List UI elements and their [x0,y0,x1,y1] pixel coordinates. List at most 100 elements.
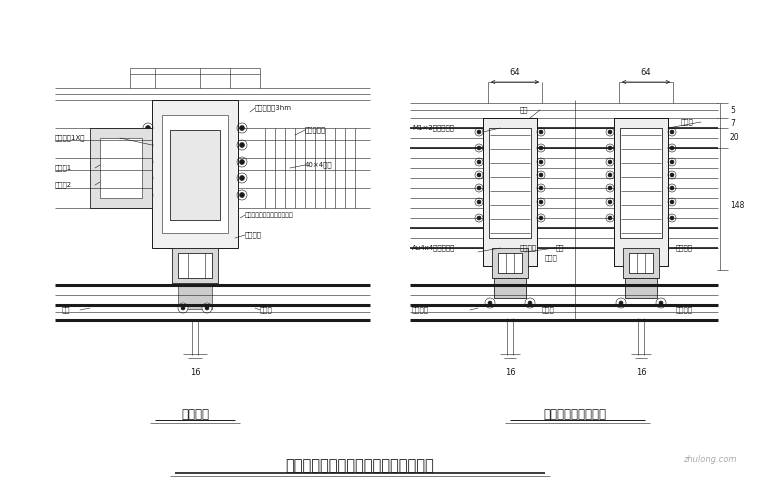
Bar [172,248,218,283]
Text: M1×2不锈钢螺栓: M1×2不锈钢螺栓 [412,125,454,131]
Circle shape [477,146,481,150]
Text: zhulong.com: zhulong.com [683,456,736,465]
Text: 主墙: 主墙 [62,307,71,313]
Bar [492,248,528,278]
Bar [498,253,522,273]
Text: 室外板: 室外板 [542,307,555,313]
Circle shape [239,143,245,148]
Text: 幕墙避雷及带形窗水平固定节点示意图: 幕墙避雷及带形窗水平固定节点示意图 [286,458,435,473]
Text: 室内配件: 室内配件 [676,307,693,313]
Text: 东直海压弧: 东直海压弧 [305,127,326,133]
Bar [100,138,142,198]
Circle shape [608,216,612,220]
Circle shape [145,143,150,148]
Bar [152,100,238,248]
Text: 避雷装置: 避雷装置 [181,408,209,421]
Circle shape [670,200,674,204]
Circle shape [656,298,666,308]
Circle shape [670,173,674,177]
Bar [625,278,657,298]
Bar [178,285,212,309]
Text: 7: 7 [730,118,735,128]
Bar [614,118,668,266]
Text: 16: 16 [190,368,201,377]
Circle shape [539,173,543,177]
Circle shape [539,130,543,134]
Bar [620,128,662,238]
Bar [90,128,152,208]
Bar [483,118,537,266]
Text: 40×4扁带: 40×4扁带 [305,162,333,168]
Circle shape [608,146,612,150]
Circle shape [608,186,612,190]
Text: 避雷板: 避雷板 [260,307,273,313]
Circle shape [539,216,543,220]
Bar [614,118,668,266]
Circle shape [670,130,674,134]
Circle shape [145,176,150,181]
Circle shape [525,298,535,308]
Text: 带形窗水平固定节点: 带形窗水平固定节点 [543,408,606,421]
Text: 固定夹1: 固定夹1 [55,165,72,171]
Circle shape [145,126,150,131]
Bar [178,253,212,278]
Text: 底漆检验序作室宝添水量配白: 底漆检验序作室宝添水量配白 [245,212,294,218]
Bar [629,253,653,273]
Text: 64: 64 [641,68,651,77]
Circle shape [608,160,612,164]
Circle shape [239,176,245,181]
Circle shape [477,130,481,134]
Circle shape [608,130,612,134]
Bar [162,115,228,233]
Text: 固定夹2: 固定夹2 [55,182,72,188]
Text: 16: 16 [505,368,515,377]
Bar [178,253,212,278]
Text: 扣接螺栓: 扣接螺栓 [412,307,429,313]
Bar [498,253,522,273]
Circle shape [608,200,612,204]
Circle shape [488,301,492,305]
Text: 避雷带长度3hm: 避雷带长度3hm [255,105,292,111]
Circle shape [239,160,245,165]
Circle shape [181,306,185,310]
Text: 室内配件: 室内配件 [676,245,693,251]
Circle shape [616,298,626,308]
Bar [489,128,531,238]
Text: 16: 16 [635,368,646,377]
Bar [170,130,220,220]
Text: 保温: 保温 [520,107,528,113]
Circle shape [659,301,663,305]
Bar [620,128,662,238]
Text: 室外板: 室外板 [545,254,558,261]
Circle shape [670,186,674,190]
Circle shape [539,200,543,204]
Bar [483,118,537,266]
Circle shape [477,173,481,177]
Bar [489,128,531,238]
Bar [172,248,218,283]
Bar [625,278,657,298]
Circle shape [670,146,674,150]
Bar [170,130,220,220]
Circle shape [485,298,495,308]
Circle shape [670,216,674,220]
Bar [90,128,152,208]
Text: 装饰板: 装饰板 [681,119,694,125]
Text: 20: 20 [730,134,739,143]
Circle shape [239,193,245,198]
Bar [494,278,526,298]
Circle shape [608,173,612,177]
Circle shape [670,160,674,164]
Text: 主墙压板: 主墙压板 [245,232,262,239]
Bar [492,248,528,278]
Circle shape [539,146,543,150]
Circle shape [477,186,481,190]
Circle shape [178,303,188,313]
Text: 室外: 室外 [556,245,564,251]
Circle shape [477,200,481,204]
Circle shape [239,126,245,131]
Circle shape [539,186,543,190]
Bar [494,278,526,298]
Text: 幕墙铝扣1X板: 幕墙铝扣1X板 [55,135,85,141]
Circle shape [202,303,212,313]
